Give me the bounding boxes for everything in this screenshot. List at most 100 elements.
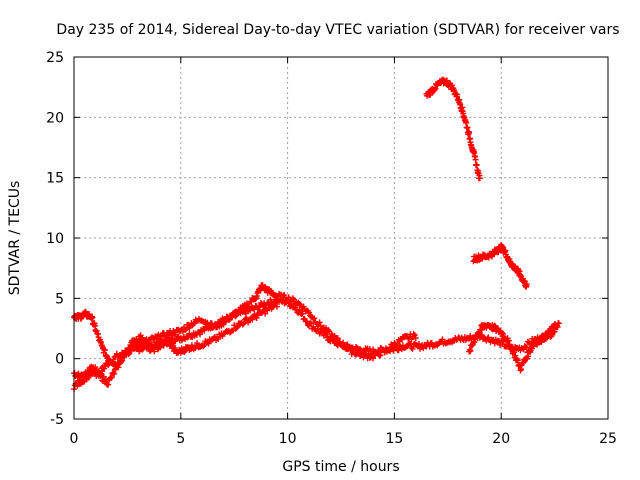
data-point-marker — [473, 161, 480, 168]
data-point-marker — [347, 345, 354, 352]
data-point-marker — [303, 318, 310, 325]
x-tick-label: 10 — [279, 431, 297, 447]
y-tick-label: 5 — [55, 291, 64, 307]
data-point-marker — [305, 309, 312, 316]
data-point-marker — [310, 315, 317, 322]
data-point-marker — [105, 381, 112, 388]
data-point-marker — [115, 364, 122, 371]
data-point-marker — [126, 346, 133, 353]
data-point-marker — [207, 320, 214, 327]
data-point-marker — [370, 355, 377, 362]
data-point-marker — [395, 347, 402, 354]
data-point-marker — [151, 348, 158, 355]
y-axis-label: SDTVAR / TECUs — [7, 181, 23, 296]
data-point-marker — [108, 374, 115, 381]
data-point-marker — [340, 339, 347, 346]
data-point-marker — [172, 331, 179, 338]
data-point-marker — [466, 129, 473, 136]
data-point-marker — [249, 316, 256, 323]
data-point-marker — [239, 321, 246, 328]
y-axis: -5 0 5 10 15 20 25 — [46, 50, 608, 428]
data-point-marker — [281, 292, 288, 299]
data-point-marker — [117, 359, 124, 366]
data-point-marker — [409, 345, 416, 352]
y-tick-label: 25 — [46, 50, 64, 66]
data-point-marker — [377, 352, 384, 359]
data-point-marker — [97, 372, 104, 379]
data-point-marker — [89, 314, 96, 321]
data-point-marker — [234, 324, 241, 331]
data-point-marker — [334, 335, 341, 342]
data-point-marker — [262, 310, 269, 317]
chart-title: Day 235 of 2014, Sidereal Day-to-day VTE… — [56, 22, 619, 38]
data-point-marker — [296, 307, 303, 314]
data-point-marker — [197, 331, 204, 338]
data-point-marker — [110, 369, 117, 376]
data-point-marker — [415, 340, 422, 347]
data-point-marker — [240, 320, 247, 327]
data-point-marker — [555, 320, 562, 327]
data-point-marker — [316, 319, 323, 326]
x-axis-label: GPS time / hours — [282, 459, 399, 475]
data-point-marker — [172, 338, 179, 345]
data-point-marker — [112, 366, 119, 373]
data-point-marker — [472, 156, 479, 163]
data-point-marker — [118, 357, 125, 364]
x-tick-label: 5 — [176, 431, 185, 447]
data-point-marker — [410, 330, 417, 337]
data-point-marker — [157, 344, 164, 351]
data-point-marker — [454, 91, 461, 98]
grid-lines — [74, 57, 608, 419]
data-point-marker — [181, 349, 188, 356]
data-point-marker — [255, 304, 262, 311]
data-point-marker — [200, 343, 207, 350]
data-point-marker — [296, 300, 303, 307]
data-point-marker — [155, 331, 162, 338]
data-point-marker — [328, 331, 335, 338]
data-point-marker — [311, 315, 318, 322]
data-point-marker — [194, 340, 201, 347]
data-point-marker — [511, 349, 518, 356]
data-point-marker — [248, 298, 255, 305]
data-point-marker — [411, 332, 418, 339]
y-tick-label: 20 — [46, 110, 64, 126]
x-tick-label: 15 — [385, 431, 403, 447]
data-point-marker — [201, 327, 208, 334]
data-point-marker — [220, 321, 227, 328]
data-point-marker — [370, 346, 377, 353]
data-point-marker — [165, 338, 172, 345]
data-point-marker — [225, 317, 232, 324]
data-point-marker — [499, 244, 506, 251]
data-point-marker — [242, 315, 249, 322]
data-point-marker — [137, 342, 144, 349]
x-tick-label: 20 — [492, 431, 510, 447]
data-point-marker — [233, 325, 240, 332]
data-point-marker — [101, 346, 108, 353]
data-point-marker — [183, 326, 190, 333]
data-point-marker — [514, 357, 521, 364]
data-point-marker — [170, 327, 177, 334]
data-point-marker — [161, 333, 168, 340]
data-point-marker — [476, 175, 483, 182]
data-point-marker — [308, 320, 315, 327]
data-point-marker — [291, 296, 298, 303]
data-point-marker — [168, 332, 175, 339]
y-tick-label: -5 — [50, 412, 64, 428]
data-point-marker — [412, 335, 419, 342]
data-point-marker — [523, 281, 530, 288]
data-point-marker — [111, 370, 118, 377]
y-tick-label: 10 — [46, 231, 64, 247]
data-point-marker — [408, 344, 415, 351]
data-point-marker — [139, 346, 146, 353]
data-markers — [71, 76, 562, 393]
data-point-marker — [464, 124, 471, 131]
x-tick-label: 0 — [70, 431, 79, 447]
data-point-marker — [164, 337, 171, 344]
data-point-marker — [272, 299, 279, 306]
data-point-marker — [229, 313, 236, 320]
y-tick-label: 15 — [46, 171, 64, 187]
data-point-marker — [273, 303, 280, 310]
data-point-marker — [125, 345, 132, 352]
data-point-marker — [156, 336, 163, 343]
